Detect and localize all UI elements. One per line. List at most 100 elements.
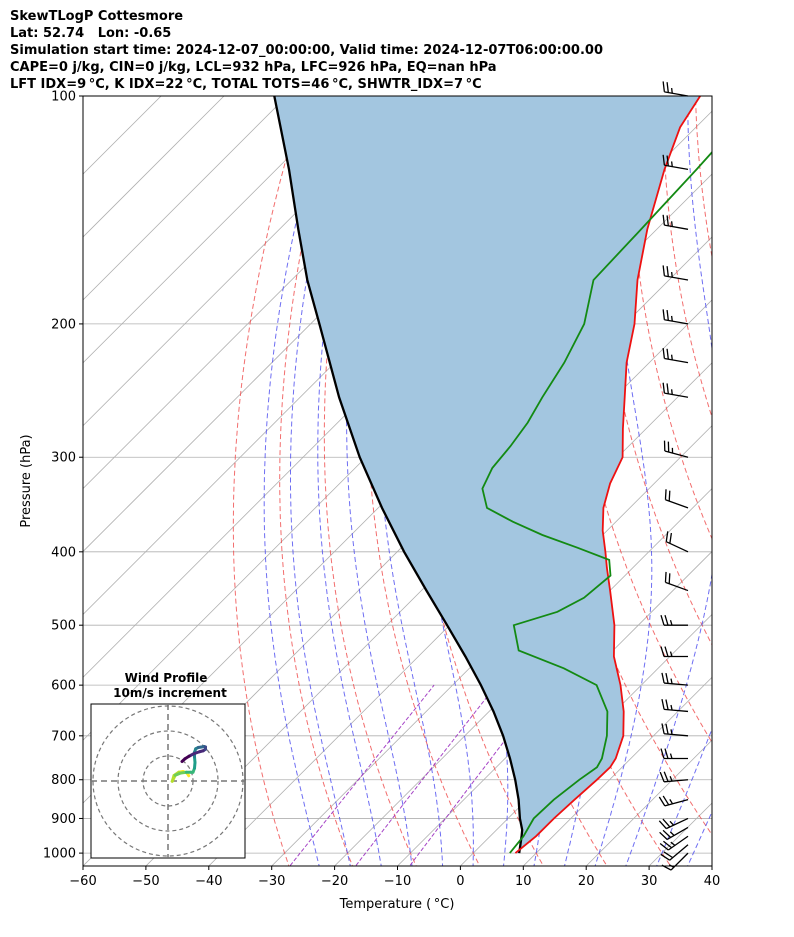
hodograph-title: Wind Profile xyxy=(125,671,208,685)
wind-barb xyxy=(664,571,689,592)
wind-barb-flag xyxy=(662,829,672,838)
x-tick-label: −20 xyxy=(321,874,348,889)
wind-barb xyxy=(659,826,689,841)
wind-barb-flag xyxy=(662,214,666,226)
y-tick-label: 1000 xyxy=(43,847,76,862)
isotherm-line xyxy=(522,676,712,866)
wind-barb-flag xyxy=(659,831,668,840)
wind-barb-staff xyxy=(664,392,689,398)
x-tick-label: −30 xyxy=(258,874,285,889)
wind-barb-flag xyxy=(664,615,669,626)
cape-cin-shading xyxy=(274,96,701,854)
wind-barb-staff xyxy=(664,799,689,807)
title-latlon: Lat: 52.74 Lon: -0.65 xyxy=(10,26,172,41)
x-tick-label: −60 xyxy=(69,874,96,889)
wind-barbs xyxy=(658,81,689,871)
wind-barb-flag xyxy=(666,82,669,93)
wind-barb-half-flag xyxy=(670,87,673,94)
parcel-profile-line xyxy=(273,96,524,854)
y-tick-label: 500 xyxy=(51,619,76,634)
wind-barb-flag xyxy=(665,531,669,542)
y-tick-label: 600 xyxy=(51,679,76,694)
wind-barb-flag xyxy=(662,818,671,828)
moist-adiabat xyxy=(625,96,712,866)
x-tick-label: 10 xyxy=(515,874,532,889)
wind-barb-flag xyxy=(666,348,669,360)
wind-barb-half-flag xyxy=(670,315,673,322)
title-indices-line: LFT IDX=9 °C, K IDX=22 °C, TOTAL TOTS=46… xyxy=(10,77,482,92)
wind-barb-flag xyxy=(666,309,669,321)
y-tick-label: 400 xyxy=(51,545,76,560)
hodograph-ring xyxy=(117,730,219,832)
wind-barb xyxy=(659,835,689,851)
y-tick-label: 800 xyxy=(51,773,76,788)
wind-barb-flag xyxy=(665,723,669,735)
wind-barb-half-flag xyxy=(670,704,673,711)
x-axis-label: Temperature ( °C) xyxy=(339,897,455,912)
dry-adiabat xyxy=(279,96,354,866)
y-tick-label: 700 xyxy=(51,729,76,744)
y-tick-label: 900 xyxy=(51,812,76,827)
hodograph-trace-segment xyxy=(180,757,187,763)
wind-barb-flag xyxy=(664,571,667,583)
isotherm-line xyxy=(334,488,712,866)
wind-barb xyxy=(659,771,689,783)
x-tick-label: 0 xyxy=(456,874,464,889)
wind-barb-flag xyxy=(664,489,667,500)
wind-barb xyxy=(658,817,689,830)
wind-barb-half-flag xyxy=(670,161,673,167)
wind-barb xyxy=(662,382,689,398)
wind-barb xyxy=(663,440,689,458)
wind-barb-half-flag xyxy=(670,389,673,395)
moist-adiabat xyxy=(710,79,794,884)
isotherm-line xyxy=(83,96,288,301)
dry-adiabat xyxy=(629,96,712,540)
wind-barb-flag xyxy=(666,266,669,277)
dry-adiabat xyxy=(232,96,306,866)
dry-adiabat xyxy=(323,96,417,866)
title-times: Simulation start time: 2024-12-07_00:00:… xyxy=(10,43,603,58)
moist-adiabat xyxy=(263,96,330,866)
wind-barb-flag xyxy=(668,490,671,502)
wind-barb-flag xyxy=(662,265,666,276)
x-tick-label: 40 xyxy=(704,874,721,889)
moist-adiabat xyxy=(656,727,712,866)
wind-barb xyxy=(660,748,688,760)
wind-barb-flag xyxy=(662,81,666,92)
wind-barb-flag xyxy=(664,748,669,759)
y-axis-label: Pressure (hPa) xyxy=(19,434,34,527)
wind-barb xyxy=(658,795,689,807)
wind-barb-flag xyxy=(660,615,665,626)
wind-barb-half-flag xyxy=(669,799,674,805)
moist-adiabat xyxy=(687,810,712,866)
profile-lines xyxy=(273,96,712,854)
wind-barb-flag xyxy=(661,723,665,734)
wind-barb xyxy=(661,723,689,737)
dry-adiabat xyxy=(694,96,712,260)
moist-adiabat xyxy=(594,96,653,866)
wind-barb xyxy=(660,844,689,861)
isotherm-line xyxy=(711,865,712,866)
isotherm-line xyxy=(83,96,351,364)
wind-barb-flag xyxy=(663,840,673,849)
dewpoint-line xyxy=(481,150,712,854)
dry-adiabat xyxy=(790,61,794,884)
y-tick-label: 100 xyxy=(51,90,76,105)
wind-barb xyxy=(662,348,689,364)
wind-barb-flag xyxy=(662,382,666,394)
wind-barb-staff xyxy=(665,541,689,553)
wind-barb-half-flag xyxy=(669,651,673,657)
wind-barb xyxy=(662,81,689,97)
hodograph-plot xyxy=(91,704,245,858)
x-tick-label: 30 xyxy=(641,874,658,889)
x-tick-label: 20 xyxy=(578,874,595,889)
wind-barb xyxy=(661,699,689,713)
wind-barb-half-flag xyxy=(669,776,673,782)
wind-barb-half-flag xyxy=(670,841,676,846)
wind-barb-flag xyxy=(668,573,671,584)
mixing-ratio-line xyxy=(408,684,548,866)
wind-barb-half-flag xyxy=(669,753,673,759)
wind-barb-flag xyxy=(661,672,665,684)
wind-barb-flag xyxy=(663,851,674,859)
wind-barb-flag xyxy=(658,796,666,807)
